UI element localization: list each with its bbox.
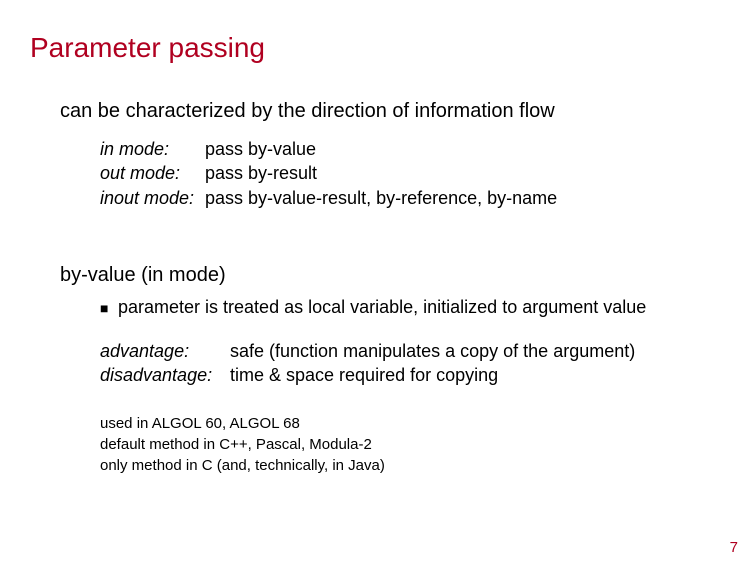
mode-row: in mode: pass by-value bbox=[100, 137, 736, 161]
slide-body: can be characterized by the direction of… bbox=[60, 100, 736, 476]
mode-label: in mode: bbox=[100, 137, 205, 161]
mode-value: pass by-result bbox=[205, 161, 736, 185]
slide-title: Parameter passing bbox=[30, 32, 265, 64]
bullet-item: ■ parameter is treated as local variable… bbox=[100, 297, 736, 319]
section-by-value: by-value (in mode) ■ parameter is treate… bbox=[60, 264, 736, 477]
usage-line: only method in C (and, technically, in J… bbox=[100, 455, 736, 476]
advantage-block: advantage: safe (function manipulates a … bbox=[100, 339, 736, 388]
advantage-row: advantage: safe (function manipulates a … bbox=[100, 339, 736, 363]
page-number: 7 bbox=[730, 539, 738, 556]
bullet-text: parameter is treated as local variable, … bbox=[118, 297, 736, 318]
advantage-label: advantage: bbox=[100, 339, 230, 363]
bullet-square-icon: ■ bbox=[100, 297, 118, 319]
mode-value: pass by-value-result, by-reference, by-n… bbox=[205, 186, 736, 210]
usage-line: default method in C++, Pascal, Modula-2 bbox=[100, 434, 736, 455]
mode-value: pass by-value bbox=[205, 137, 736, 161]
disadvantage-label: disadvantage: bbox=[100, 363, 230, 387]
slide: Parameter passing can be characterized b… bbox=[0, 0, 756, 576]
section-heading: by-value (in mode) bbox=[60, 264, 736, 287]
intro-line: can be characterized by the direction of… bbox=[60, 100, 736, 123]
disadvantage-value: time & space required for copying bbox=[230, 363, 736, 387]
disadvantage-row: disadvantage: time & space required for … bbox=[100, 363, 736, 387]
mode-row: inout mode: pass by-value-result, by-ref… bbox=[100, 186, 736, 210]
usage-block: used in ALGOL 60, ALGOL 68 default metho… bbox=[100, 413, 736, 476]
mode-label: inout mode: bbox=[100, 186, 205, 210]
advantage-value: safe (function manipulates a copy of the… bbox=[230, 339, 736, 363]
mode-row: out mode: pass by-result bbox=[100, 161, 736, 185]
usage-line: used in ALGOL 60, ALGOL 68 bbox=[100, 413, 736, 434]
modes-list: in mode: pass by-value out mode: pass by… bbox=[100, 137, 736, 210]
mode-label: out mode: bbox=[100, 161, 205, 185]
